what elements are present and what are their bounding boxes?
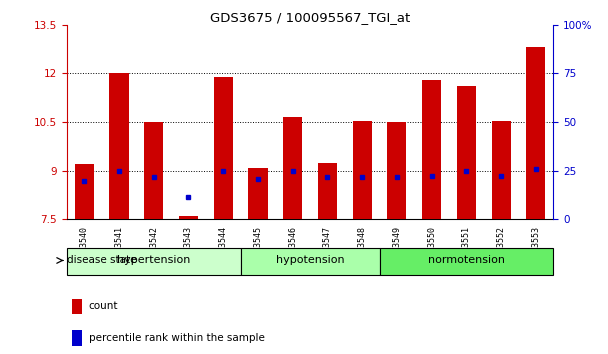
Bar [109, 73, 128, 219]
Bar [492, 120, 511, 219]
Text: disease state: disease state [67, 256, 137, 266]
Text: normotension: normotension [428, 256, 505, 266]
Bar [179, 216, 198, 219]
Text: count: count [89, 301, 119, 311]
Bar [457, 86, 476, 219]
Bar [72, 298, 83, 314]
Bar [241, 247, 379, 275]
Bar [144, 122, 164, 219]
Bar [353, 120, 371, 219]
Bar [318, 163, 337, 219]
Title: GDS3675 / 100095567_TGI_at: GDS3675 / 100095567_TGI_at [210, 11, 410, 24]
Bar [422, 80, 441, 219]
Text: percentile rank within the sample: percentile rank within the sample [89, 333, 264, 343]
Bar [75, 164, 94, 219]
Text: hypotension: hypotension [276, 256, 344, 266]
Bar [72, 330, 83, 346]
Bar [527, 47, 545, 219]
Bar [213, 77, 233, 219]
Text: hypertension: hypertension [117, 256, 190, 266]
Bar [379, 247, 553, 275]
Bar [249, 167, 268, 219]
Bar [283, 117, 302, 219]
Bar [387, 122, 407, 219]
Bar [67, 247, 241, 275]
